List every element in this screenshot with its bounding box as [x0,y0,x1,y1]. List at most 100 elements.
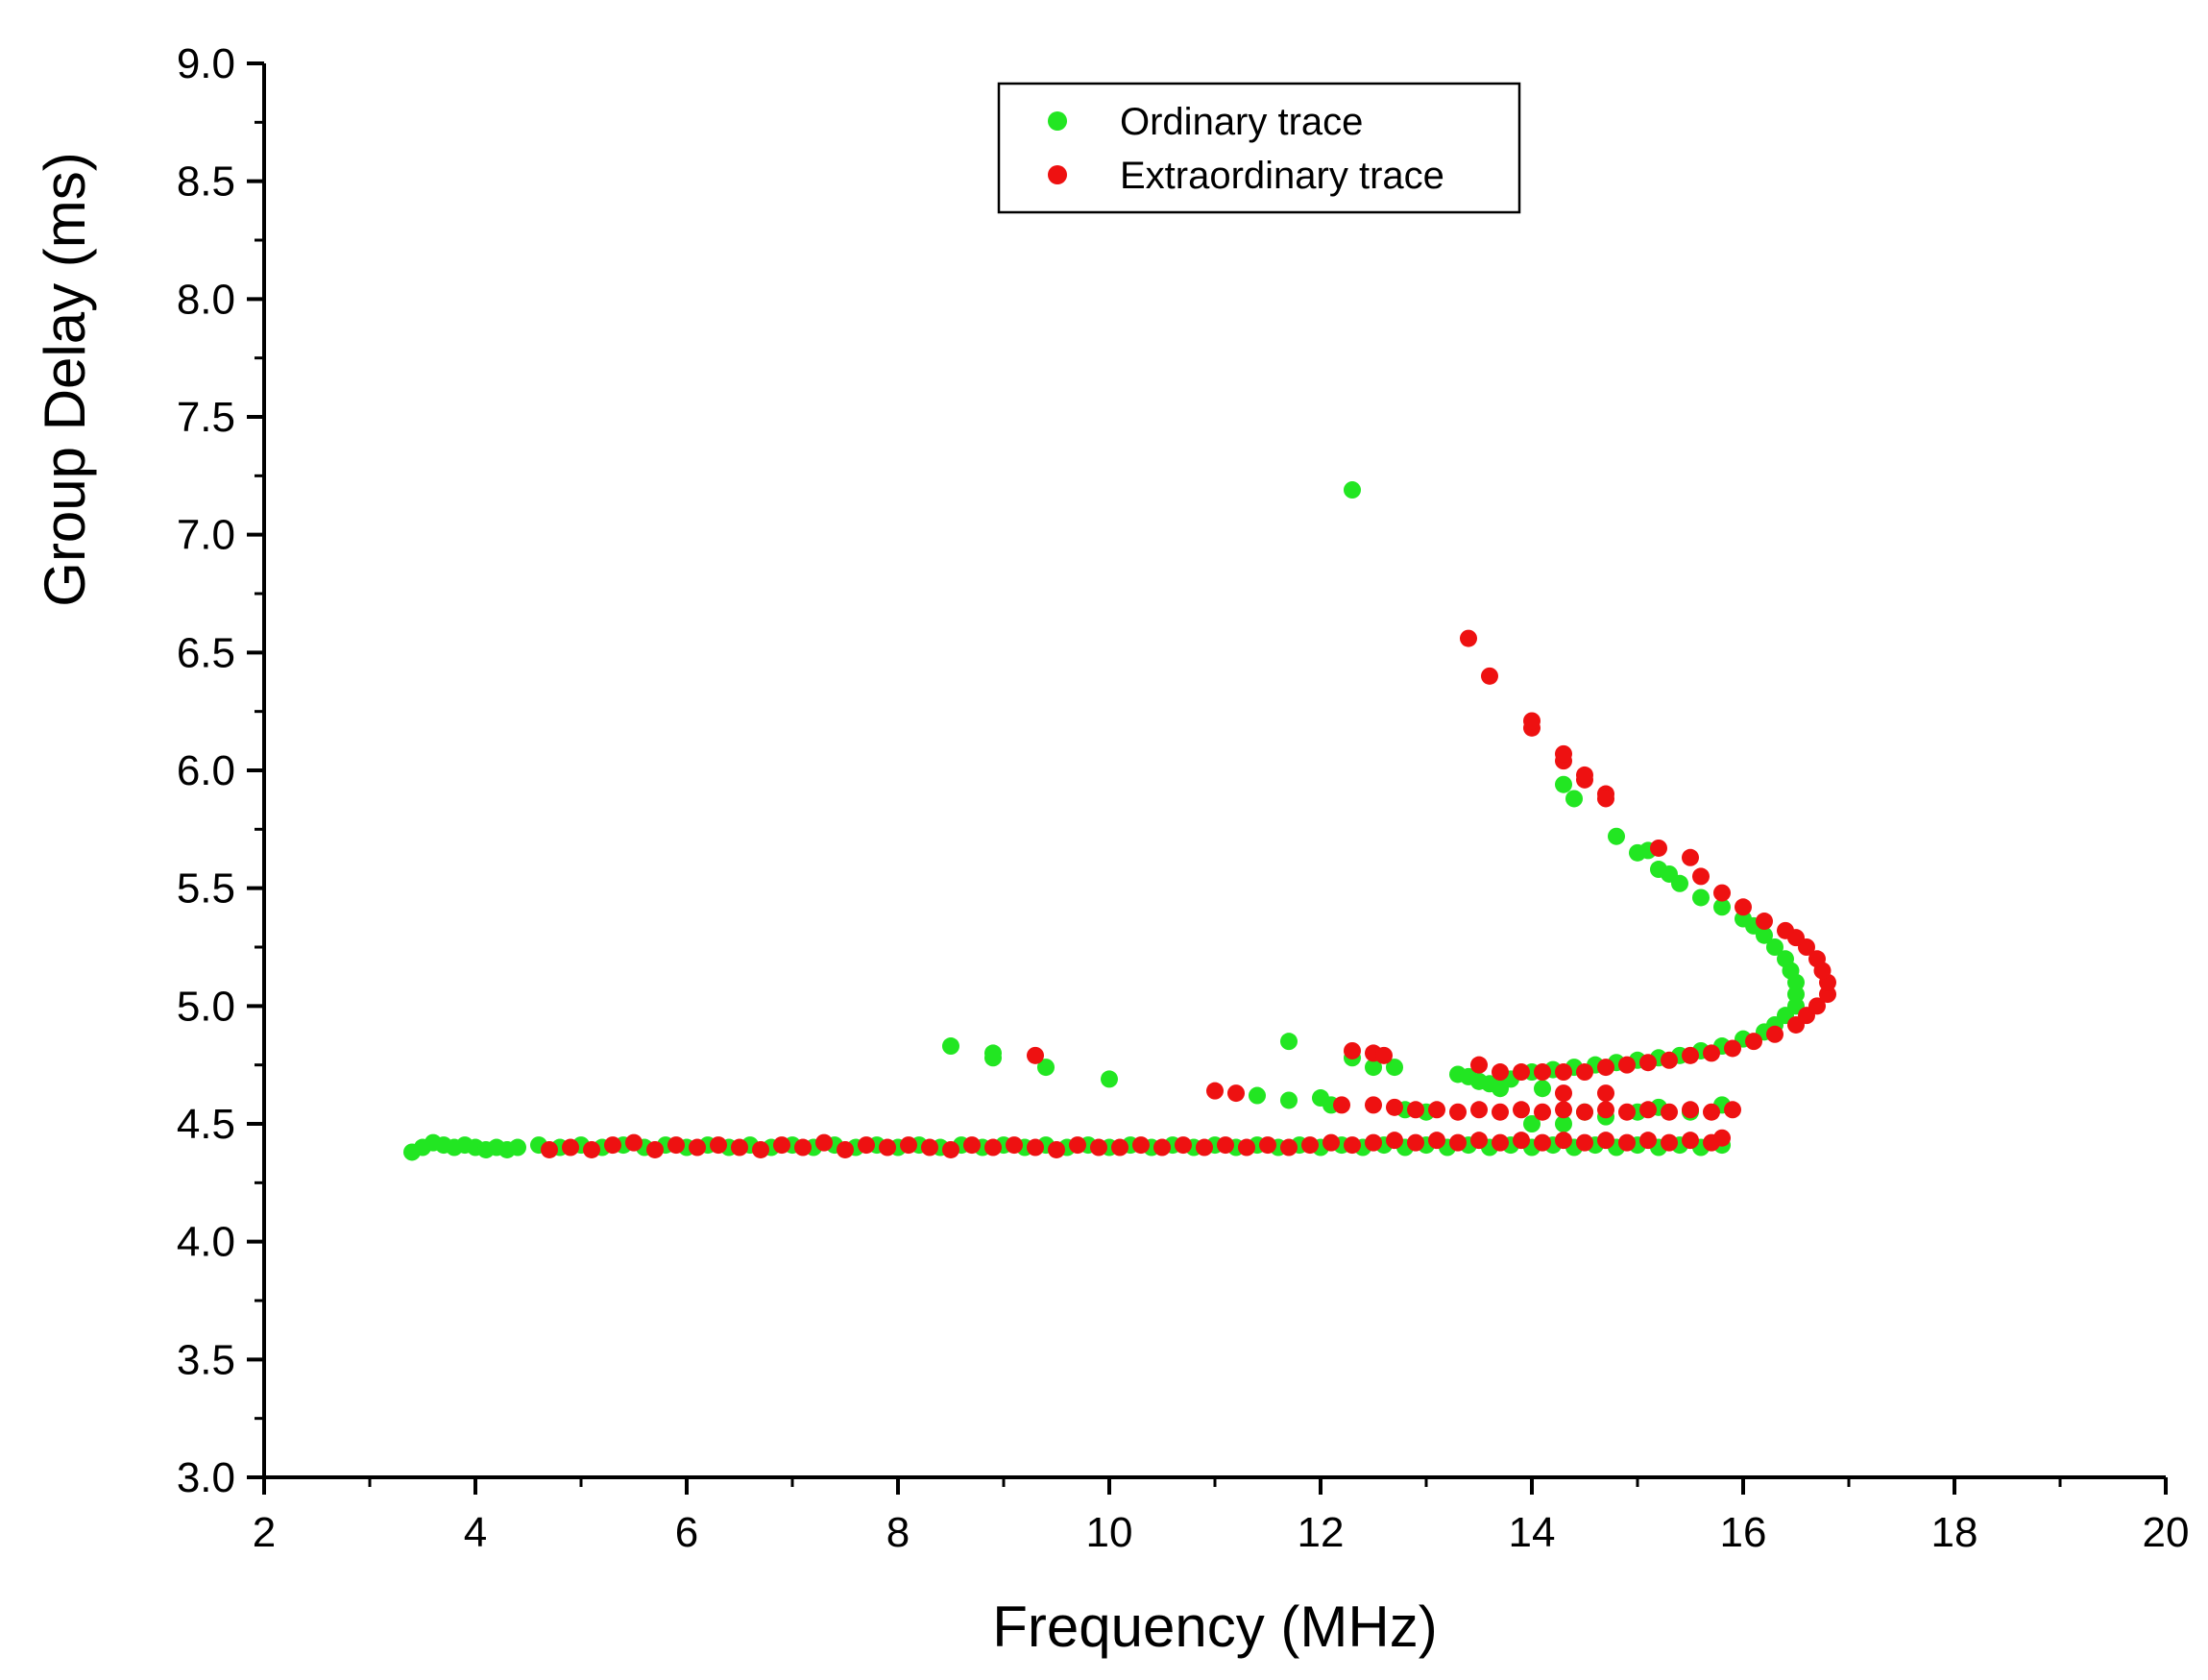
data-point [1597,790,1614,808]
data-point [1344,1136,1361,1155]
data-point [1724,1039,1741,1058]
data-point [1386,1132,1403,1150]
data-point [1735,898,1752,916]
data-point [1703,1044,1720,1062]
data-point [1692,867,1710,886]
y-tick-label: 4.5 [177,1101,235,1148]
data-point [1650,839,1667,857]
data-point [1576,1063,1593,1082]
data-point [1196,1138,1213,1157]
data-point [1513,1132,1530,1150]
data-point [1280,1091,1298,1109]
data-point [1682,848,1699,866]
data-point [1576,766,1593,784]
data-point [1713,884,1731,902]
data-point [1555,1115,1572,1132]
data-point [1428,1132,1445,1150]
data-point [1555,744,1572,763]
data-point [1650,861,1667,879]
data-point [900,1136,917,1155]
data-point [984,1049,1002,1067]
y-tick-label: 8.5 [177,158,235,206]
data-point [1692,889,1710,907]
data-point [1470,1056,1488,1074]
data-point [1576,1133,1593,1152]
data-point [1227,1084,1245,1103]
data-point [1597,1084,1614,1103]
data-point [1608,827,1625,845]
data-point [1808,997,1826,1015]
data-point [1565,790,1583,808]
data-point [794,1138,812,1157]
data-point [509,1138,526,1157]
data-point [1428,1101,1445,1119]
data-point [1777,950,1794,968]
y-tick-label: 3.0 [177,1454,235,1501]
x-tick-label: 12 [1298,1509,1345,1556]
data-point [1344,1041,1361,1059]
data-point [710,1136,727,1155]
x-tick-label: 2 [253,1509,276,1556]
data-point [1206,1082,1224,1100]
data-point [1513,1063,1530,1082]
data-point [1470,1132,1488,1150]
data-point [1808,950,1826,968]
data-point [1280,1138,1298,1157]
data-point [942,1140,959,1158]
data-point [1682,1046,1699,1064]
data-point [1386,1059,1403,1077]
legend-marker-ordinary [1048,111,1067,131]
legend-box [997,82,1521,214]
data-point [1597,1101,1614,1119]
data-point [1407,1101,1424,1119]
data-point [1492,1063,1509,1082]
x-ticks: 2 4 6 8 10 12 14 16 18 20 [253,1477,2189,1556]
data-point [773,1136,790,1155]
data-point [731,1138,748,1157]
data-point [646,1140,664,1158]
x-tick-label: 14 [1509,1509,1556,1556]
data-point [984,1138,1002,1157]
data-point [1661,1103,1678,1121]
data-point [858,1136,875,1155]
data-point [879,1138,896,1157]
y-tick-label: 7.5 [177,394,235,441]
y-tick-label: 3.5 [177,1336,235,1383]
data-point [1513,1101,1530,1119]
data-point [1069,1136,1086,1155]
y-tick-label: 6.5 [177,629,235,676]
data-point [1333,1096,1350,1114]
data-point [1534,1133,1551,1152]
data-point [1703,1103,1720,1121]
data-point [689,1138,706,1157]
data-point [1365,1059,1382,1077]
data-point [1492,1103,1509,1121]
data-point [1661,1133,1678,1152]
data-point [1639,1054,1657,1072]
axes-layer: 2 4 6 8 10 12 14 16 18 20 3.0 3.5 4.0 4.5 5.0 5.5 6.0 6.… [177,40,2190,1556]
data-point [1407,1133,1424,1152]
data-point [1027,1046,1044,1064]
data-point [1217,1136,1234,1155]
data-point [1301,1136,1319,1155]
legend-label-ordinary: Ordinary trace [1120,101,1363,143]
y-tick-label: 4.0 [177,1219,235,1266]
data-point [1555,1132,1572,1150]
data-point [541,1140,558,1158]
data-point [1682,1101,1699,1119]
data-point [921,1138,938,1157]
data-point [752,1140,769,1158]
points-layer [403,481,1836,1161]
data-point [1344,481,1361,499]
data-point [1766,938,1783,956]
data-point [604,1136,621,1155]
data-point [1555,1063,1572,1082]
data-point [1449,1103,1467,1121]
data-point [1006,1136,1023,1155]
data-point [1037,1059,1055,1077]
data-point [1618,1103,1636,1121]
y-tick-label: 5.0 [177,983,235,1030]
data-point [1449,1133,1467,1152]
x-axis-title: Frequency (MHz) [992,1595,1437,1659]
